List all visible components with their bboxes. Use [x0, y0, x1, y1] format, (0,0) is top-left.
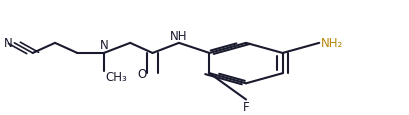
- Text: N: N: [99, 39, 108, 52]
- Text: CH₃: CH₃: [106, 70, 127, 83]
- Text: NH: NH: [170, 30, 187, 42]
- Text: F: F: [242, 101, 249, 114]
- Text: NH₂: NH₂: [320, 37, 343, 50]
- Text: N: N: [4, 37, 12, 50]
- Text: O: O: [137, 67, 146, 80]
